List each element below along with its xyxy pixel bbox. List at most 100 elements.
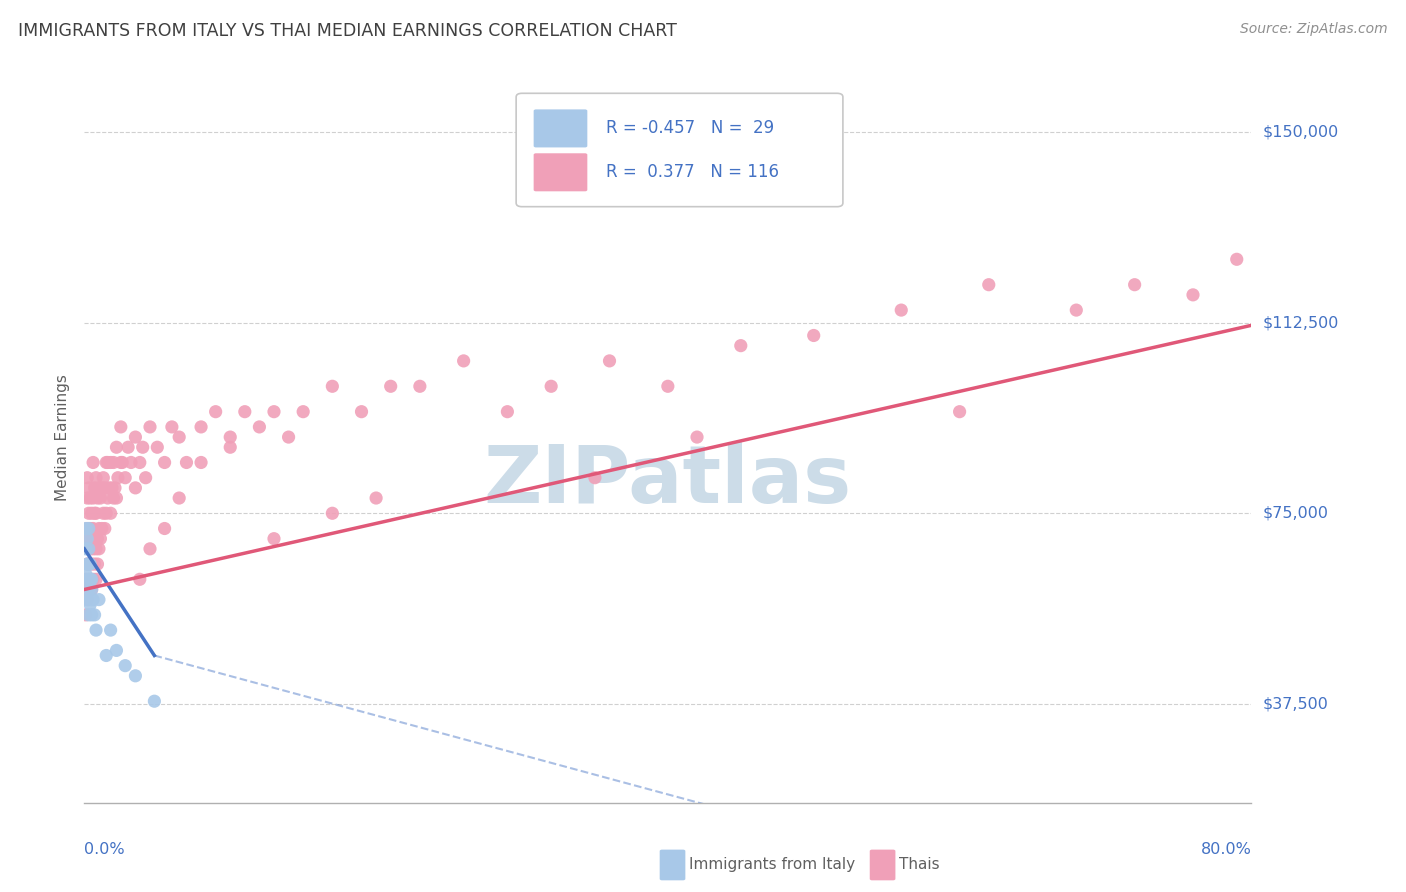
Point [160,420,183,434]
Point [120,455,142,469]
Point [77,541,100,556]
Text: $75,000: $75,000 [1263,506,1329,521]
Point [75,541,97,556]
Point [803,328,825,343]
Point [110,420,132,434]
Point [114,471,136,485]
Point [98,481,121,495]
Text: Immigrants from Italy: Immigrants from Italy [689,857,855,872]
Point [124,669,146,683]
Point [82,521,104,535]
Text: $150,000: $150,000 [1263,125,1339,140]
Point [75,532,97,546]
Point [83,532,105,546]
Point [75,521,97,535]
Point [100,506,122,520]
Point [83,557,105,571]
Text: 0.0%: 0.0% [84,842,125,856]
Point [91,506,114,520]
Text: $112,500: $112,500 [1263,315,1339,330]
Text: R = -0.457   N =  29: R = -0.457 N = 29 [606,120,775,137]
Point [84,471,107,485]
Text: Thais: Thais [898,857,939,872]
Point [87,521,110,535]
Point [83,481,105,495]
Point [76,572,98,586]
Point [977,277,1000,292]
Point [110,455,132,469]
Point [79,541,101,556]
Point [153,521,176,535]
Point [87,541,110,556]
FancyBboxPatch shape [534,110,588,147]
Point [86,491,108,505]
Point [77,532,100,546]
Point [96,455,118,469]
Point [84,506,107,520]
Point [79,491,101,505]
Point [77,557,100,571]
Point [139,541,162,556]
FancyBboxPatch shape [534,153,588,191]
Point [117,440,139,454]
Point [176,455,198,469]
Point [139,420,162,434]
Point [128,572,150,586]
Point [80,506,103,520]
Point [409,379,432,393]
Point [82,572,104,586]
Point [94,521,117,535]
Point [80,557,103,571]
Point [90,481,112,495]
Point [80,582,103,597]
Point [135,471,157,485]
Point [79,592,101,607]
Point [105,440,128,454]
Point [890,303,912,318]
Point [76,592,98,607]
Point [77,521,100,535]
Point [89,491,111,505]
Point [167,491,190,505]
Text: IMMIGRANTS FROM ITALY VS THAI MEDIAN EARNINGS CORRELATION CHART: IMMIGRANTS FROM ITALY VS THAI MEDIAN EAR… [18,22,678,40]
Point [77,481,100,495]
Point [82,541,104,556]
Point [87,481,110,495]
Point [96,506,118,520]
Point [583,471,606,485]
Point [94,481,117,495]
Point [321,506,343,520]
Point [111,455,134,469]
Point [83,607,105,622]
Point [1182,288,1205,302]
Point [1066,303,1088,318]
Point [100,455,122,469]
Point [87,592,110,607]
Point [128,455,150,469]
Point [204,405,226,419]
Point [263,532,285,546]
Point [132,440,155,454]
Point [103,455,125,469]
Point [76,557,98,571]
Point [249,420,271,434]
Point [83,506,105,520]
Text: $37,500: $37,500 [1263,697,1329,711]
Point [103,491,125,505]
Point [84,541,107,556]
Point [75,607,97,622]
Point [76,471,98,485]
Point [730,338,752,352]
Point [233,405,256,419]
Point [124,481,146,495]
Point [80,572,103,586]
Point [96,648,118,663]
Point [79,521,101,535]
Point [91,471,114,485]
Point [190,455,212,469]
Point [114,658,136,673]
Point [107,471,129,485]
Point [321,379,343,393]
Point [79,572,101,586]
Point [89,532,111,546]
